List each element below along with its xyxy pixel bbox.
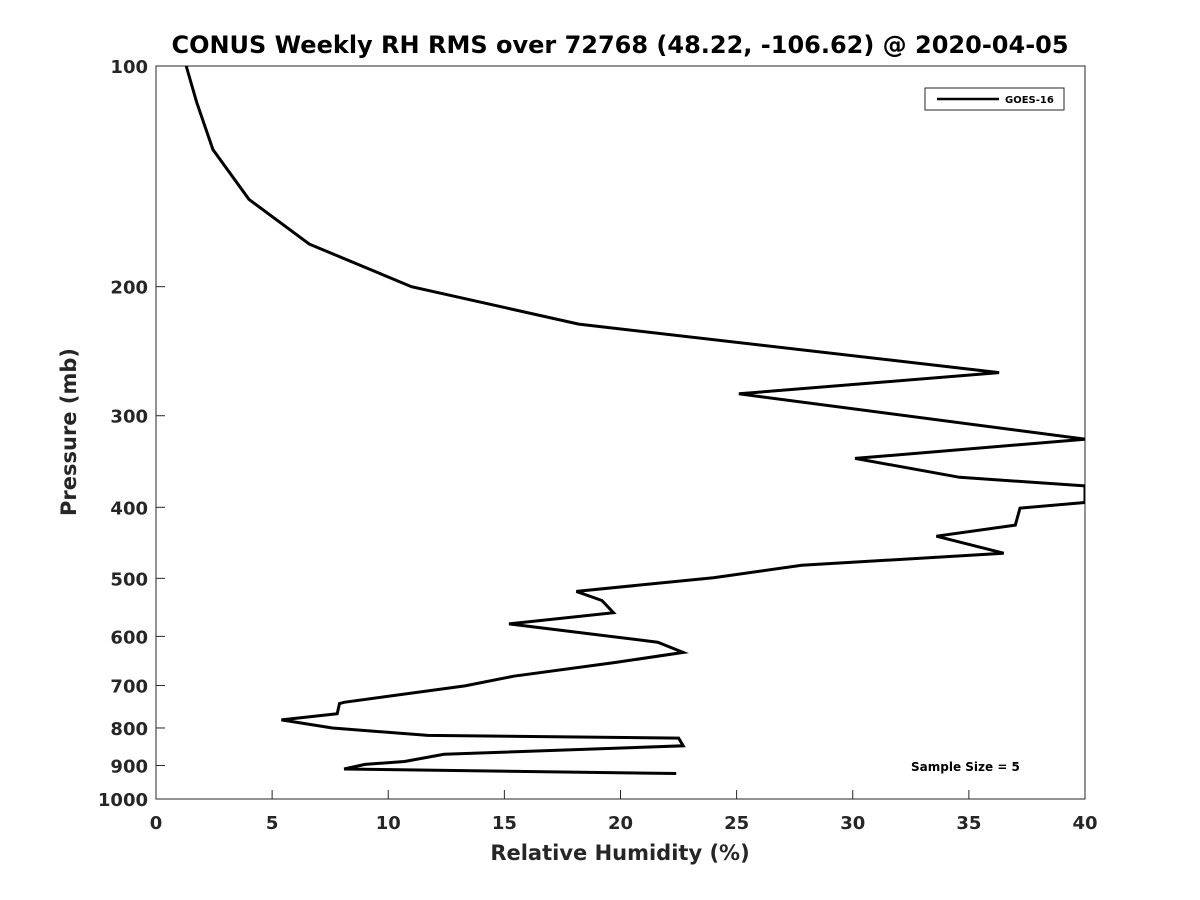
legend: GOES-16 (924, 87, 1065, 111)
axes (155, 65, 1086, 800)
legend-label-goes-16: GOES-16 (1005, 95, 1054, 106)
x-tick-label: 15 (492, 813, 517, 834)
chart-title: CONUS Weekly RH RMS over 72768 (48.22, -… (171, 31, 1068, 59)
x-axis-ticks: 0 5 10 15 20 25 30 35 40 (150, 790, 1098, 834)
y-tick-label: 900 (110, 756, 148, 777)
y-tick-label: 1000 (98, 790, 148, 811)
plot-area-frame (155, 65, 1086, 800)
y-tick-label: 100 (110, 57, 148, 78)
x-tick-label: 5 (266, 813, 279, 834)
series-line-goes-16 (184, 66, 1085, 775)
x-tick-label: 30 (840, 813, 865, 834)
y-tick-label: 800 (110, 719, 148, 740)
x-tick-label: 10 (376, 813, 401, 834)
x-tick-label: 35 (956, 813, 981, 834)
y-axis-label: Pressure (mb) (57, 348, 81, 516)
x-tick-label: 0 (150, 813, 163, 834)
y-tick-label: 300 (110, 407, 148, 428)
sample-size-annotation: Sample Size = 5 (911, 760, 1020, 774)
y-tick-label: 500 (110, 569, 148, 590)
x-tick-label: 40 (1072, 813, 1097, 834)
x-tick-label: 25 (724, 813, 749, 834)
y-tick-label: 400 (110, 498, 148, 519)
y-tick-label: 600 (110, 627, 148, 648)
y-tick-label: 700 (110, 676, 148, 697)
x-tick-label: 20 (608, 813, 633, 834)
y-axis-ticks: 100 200 300 400 500 600 700 800 900 1000 (98, 57, 165, 811)
x-axis-label: Relative Humidity (%) (490, 841, 749, 865)
series-lines (184, 66, 1085, 775)
y-tick-label: 200 (110, 278, 148, 299)
